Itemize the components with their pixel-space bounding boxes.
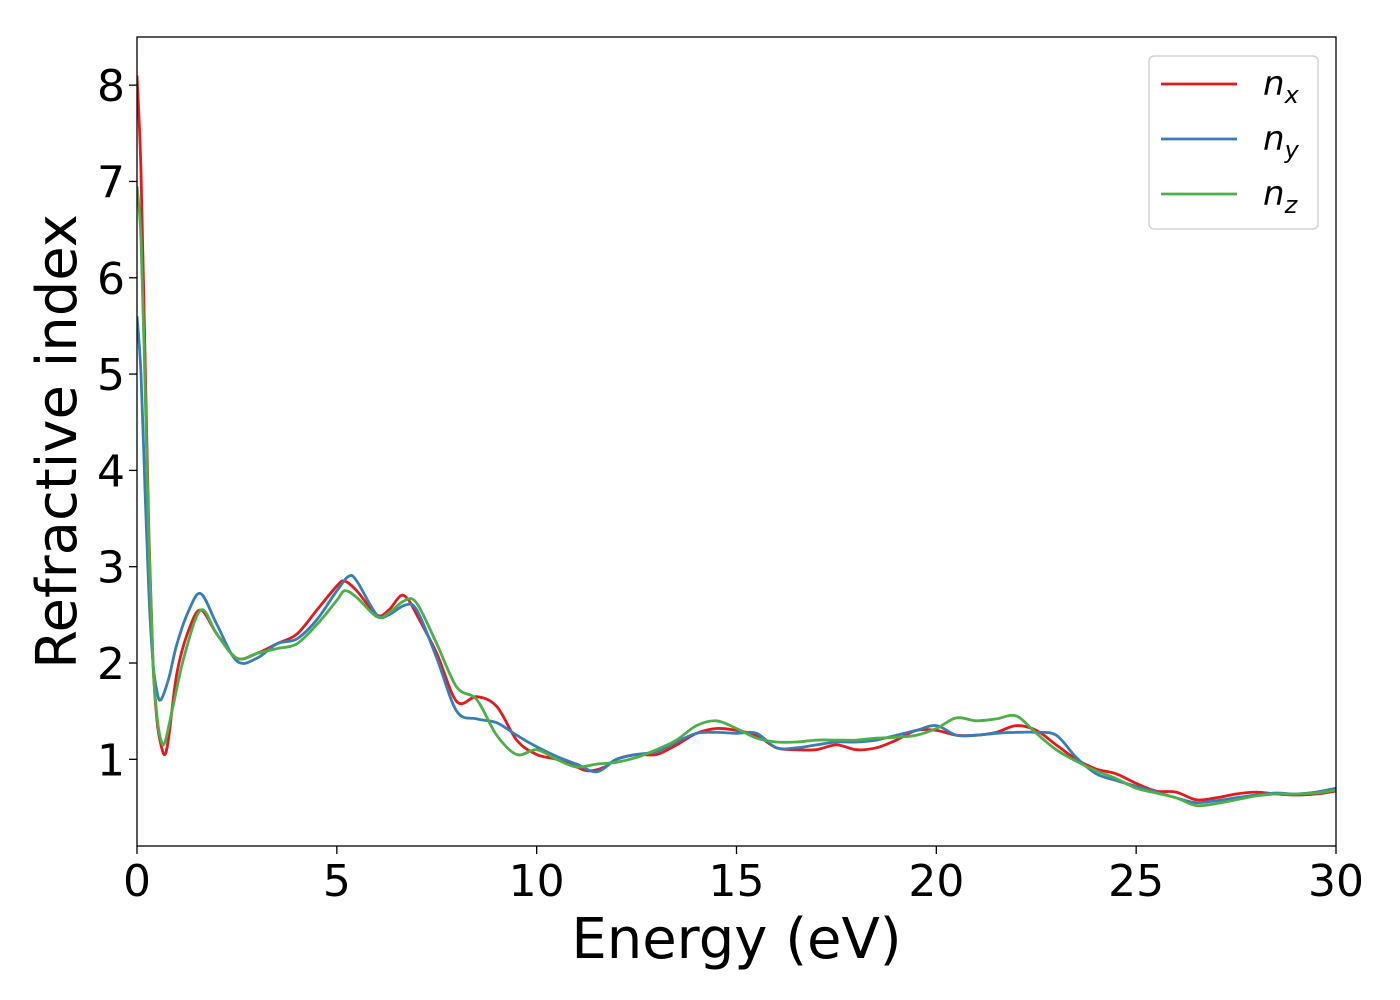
legend-entry: ny xyxy=(1161,119,1300,164)
x-axis-ticks: 0 5 10 15 20 25 30 xyxy=(123,846,1364,907)
legend-label: ny xyxy=(1263,119,1300,164)
series-layer xyxy=(137,75,1336,808)
legend-entry: nx xyxy=(1161,64,1300,109)
y-axis-ticks: 1 2 3 4 5 6 7 8 xyxy=(97,61,137,786)
x-tick-label: 10 xyxy=(509,856,565,907)
y-tick-label: 6 xyxy=(97,254,125,305)
y-axis-title: Refractive index xyxy=(25,214,90,669)
x-tick-label: 20 xyxy=(908,856,964,907)
x-tick-label: 25 xyxy=(1108,856,1164,907)
legend: nx ny nz xyxy=(1148,55,1319,230)
y-tick-label: 1 xyxy=(97,735,125,786)
legend-box xyxy=(1148,55,1319,230)
x-tick-label: 30 xyxy=(1308,856,1364,907)
y-tick-label: 4 xyxy=(97,446,125,497)
x-tick-label: 15 xyxy=(709,856,765,907)
y-tick-label: 7 xyxy=(97,157,125,208)
x-axis-title: Energy (eV) xyxy=(571,907,901,972)
legend-entry: nz xyxy=(1161,174,1299,219)
legend-label: nz xyxy=(1263,174,1299,219)
series-line-ny xyxy=(137,316,1336,805)
y-tick-label: 5 xyxy=(97,350,125,401)
y-tick-label: 8 xyxy=(97,61,125,112)
legend-label: nx xyxy=(1263,64,1300,109)
x-tick-label: 5 xyxy=(323,856,351,907)
y-tick-label: 2 xyxy=(97,639,125,690)
series-line-nz xyxy=(137,186,1336,808)
x-tick-label: 0 xyxy=(123,856,151,907)
y-tick-label: 3 xyxy=(97,543,125,594)
